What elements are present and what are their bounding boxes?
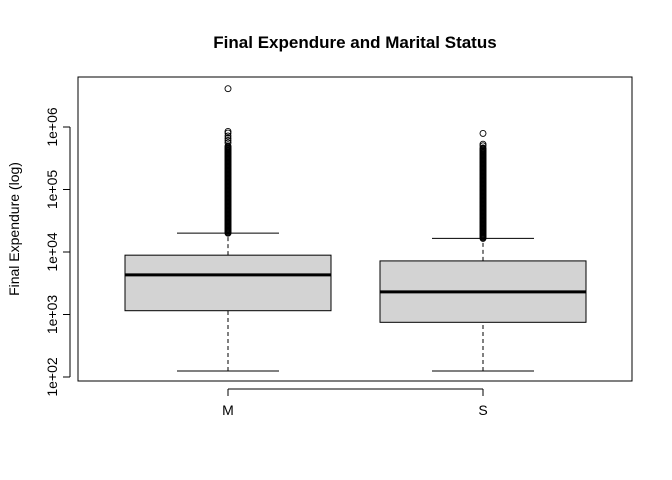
- y-tick-label: 1e+04: [44, 232, 60, 272]
- outlier-point: [479, 129, 487, 137]
- iqr-box: [124, 254, 332, 312]
- outlier-point: [479, 140, 487, 148]
- outlier-point: [224, 132, 232, 140]
- y-tick-label: 1e+03: [44, 295, 60, 335]
- x-tick-label: S: [478, 402, 487, 418]
- y-tick-label: 1e+05: [44, 170, 60, 210]
- plot-frame: [77, 76, 633, 382]
- outlier-point: [224, 127, 232, 135]
- box-group: [379, 129, 587, 372]
- y-tick-label: 1e+02: [44, 357, 60, 397]
- y-axis: 1e+02 1e+03 1e+04 1e+05 1e+06: [44, 107, 71, 397]
- y-tick-label: 1e+06: [44, 107, 60, 147]
- boxes-layer: [124, 85, 587, 372]
- x-tick-label: M: [222, 402, 234, 418]
- outlier-point: [224, 85, 232, 93]
- box-group: [124, 85, 332, 372]
- outlier-point: [224, 134, 232, 142]
- outlier-point: [224, 139, 232, 147]
- chart-title: Final Expendure and Marital Status: [213, 33, 496, 52]
- outlier-point: [479, 144, 487, 152]
- y-axis-label: Final Expendure (log): [6, 162, 22, 296]
- outlier-point: [224, 136, 232, 144]
